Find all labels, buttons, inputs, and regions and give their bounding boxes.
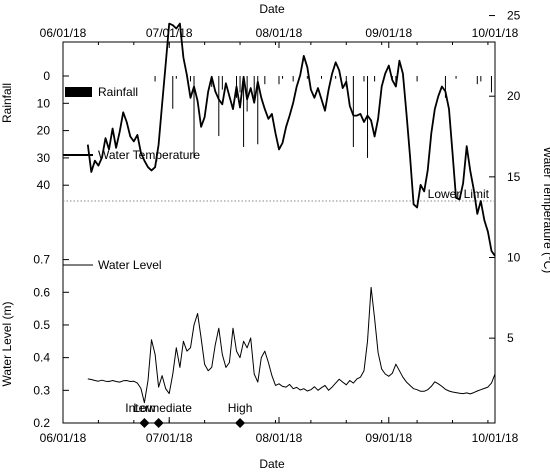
event-marker — [153, 418, 164, 428]
water-temperature-line — [86, 22, 496, 257]
top-date-tick-label: 10/01/18 — [472, 26, 519, 40]
temperature-axis-title: Water Temperature (oC) — [541, 147, 550, 274]
left-axes: 0 10 20 30 40 0.2 0.3 0.4 0.5 0.6 0.7 — [33, 69, 69, 430]
legend-level-label: Water Level — [98, 258, 162, 272]
temperature-tick-label: 10 — [507, 251, 521, 265]
legend-temperature-label: Water Temperature — [98, 148, 200, 162]
bottom-date-axis: Date 06/01/18 07/01/18 08/01/18 09/01/18 10/… — [40, 417, 519, 471]
level-tick-label: 0.7 — [33, 253, 50, 267]
level-tick-label: 0.6 — [33, 285, 50, 299]
top-axis-title: Date — [259, 2, 285, 16]
water-temperature-series — [86, 22, 496, 257]
event-marker-label: Low — [133, 401, 155, 415]
temperature-axis: 51015202530 — [489, 9, 521, 345]
legend: Rainfall Water Temperature Water Level — [63, 85, 200, 272]
level-tick-label: 0.2 — [33, 416, 50, 430]
bottom-axis-title: Date — [259, 457, 285, 471]
event-marker-label: High — [228, 401, 253, 415]
bottom-date-tick-label: 06/01/18 — [40, 431, 87, 445]
event-marker — [235, 418, 246, 428]
temperature-axis-title-end: C) — [541, 261, 550, 274]
temperature-tick-label: 20 — [507, 89, 521, 103]
bottom-date-tick-label: 09/01/18 — [365, 431, 412, 445]
rainfall-tick-label: 20 — [37, 124, 51, 138]
water-level-series — [87, 286, 496, 404]
temperature-axis-title-sup: o — [547, 256, 550, 261]
rainfall-tick-label: 0 — [43, 69, 50, 83]
level-tick-label: 0.3 — [33, 383, 50, 397]
event-marker — [139, 418, 150, 428]
water-level-line — [87, 286, 496, 404]
level-tick-label: 0.5 — [33, 318, 50, 332]
temperature-tick-label: 25 — [507, 9, 521, 23]
legend-rainfall-label: Rainfall — [98, 85, 138, 99]
rainfall-tick-label: 40 — [37, 178, 51, 192]
rainfall-series — [154, 76, 496, 158]
top-date-tick-label: 06/01/18 — [40, 26, 87, 40]
top-date-axis: Date 06/01/18 07/01/18 08/01/18 09/01/18 10/… — [40, 2, 519, 48]
level-tick-label: 0.4 — [33, 351, 50, 365]
bottom-date-tick-label: 10/01/18 — [472, 431, 519, 445]
bottom-date-tick-label: 08/01/18 — [256, 431, 303, 445]
rainfall-tick-label: 30 — [37, 151, 51, 165]
top-date-tick-label: 09/01/18 — [365, 26, 412, 40]
temperature-tick-label: 15 — [507, 170, 521, 184]
temperature-axis-title-base: Water Temperature ( — [541, 147, 550, 256]
plot-frame — [62, 41, 496, 424]
legend-rainfall-swatch — [65, 87, 92, 97]
rainfall-axis-title: Rainfall — [0, 83, 14, 123]
top-date-tick-label: 08/01/18 — [256, 26, 303, 40]
bottom-date-tick-label: 07/01/18 — [146, 431, 193, 445]
event-marker-label: Intermediate — [125, 401, 192, 415]
rainfall-tick-label: 10 — [37, 96, 51, 110]
level-axis-title: Water Level (m) — [0, 302, 14, 387]
temperature-tick-label: 5 — [507, 331, 514, 345]
